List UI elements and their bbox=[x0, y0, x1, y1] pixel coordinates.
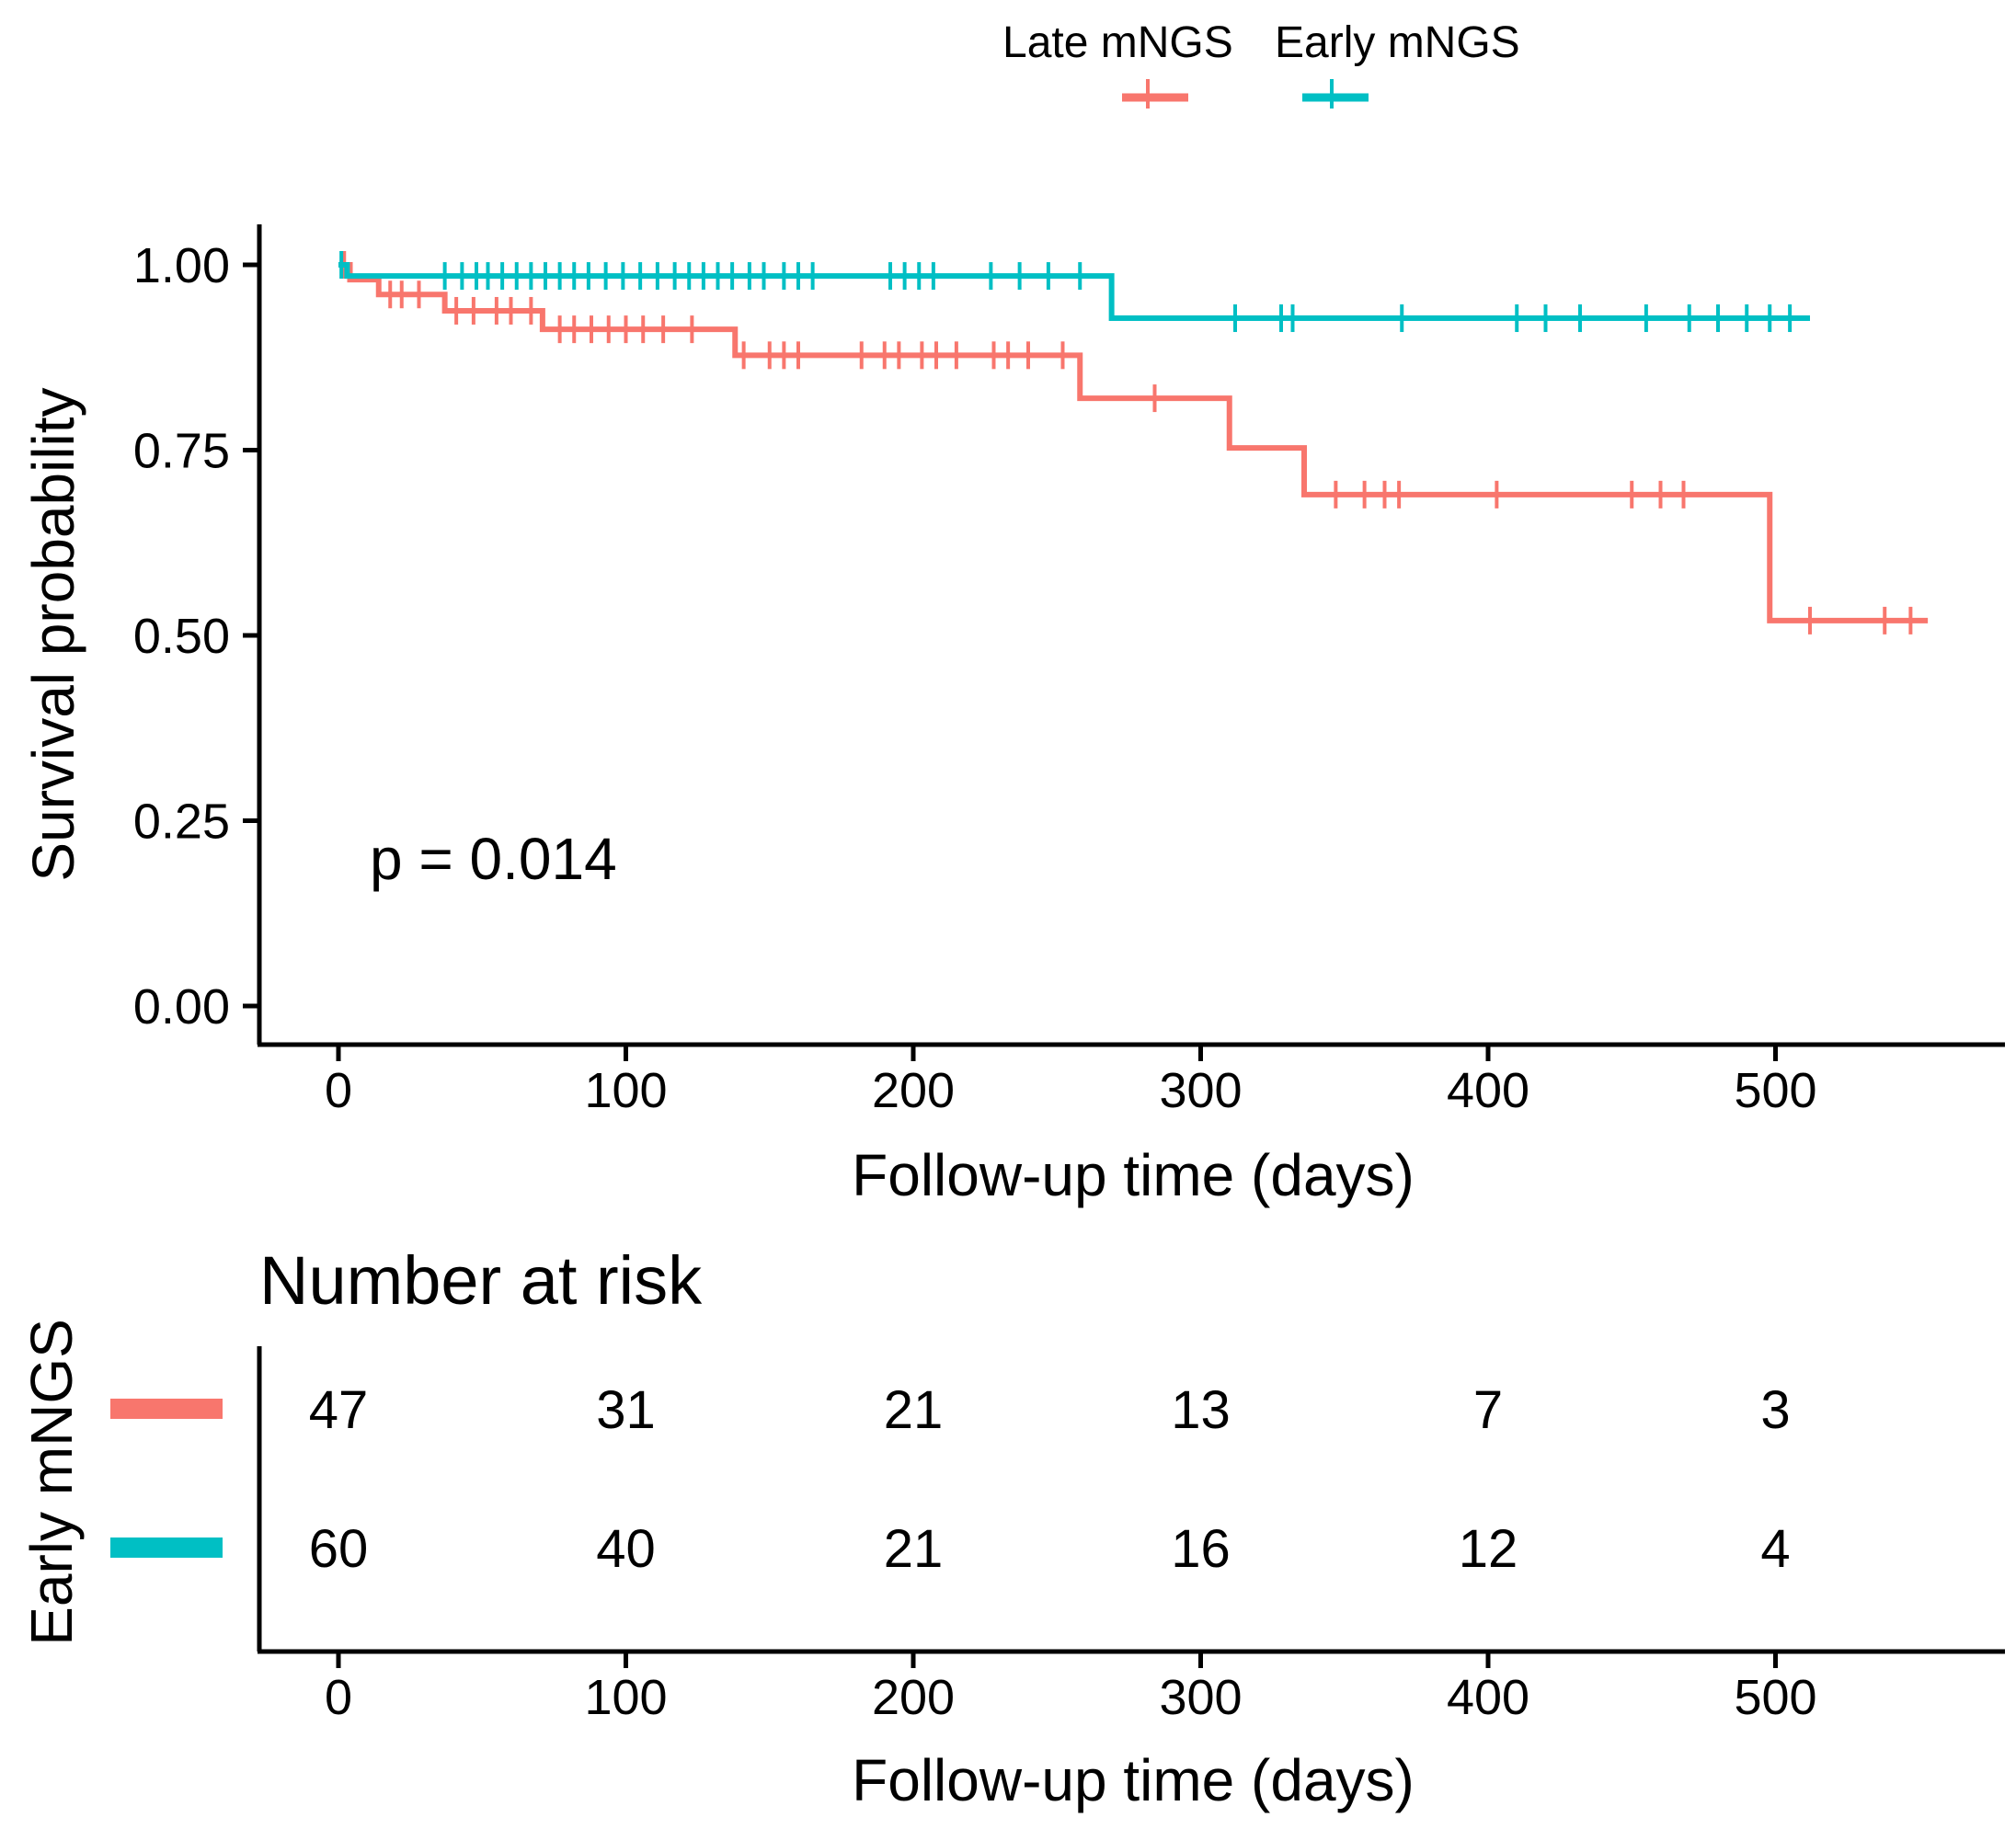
x-axis-ticks: 0 100 200 300 400 500 bbox=[325, 1045, 1817, 1118]
y-tick-label: 0.25 bbox=[133, 794, 230, 850]
risk-table-title: Number at risk bbox=[259, 1242, 703, 1319]
risk-x-tick-label: 400 bbox=[1447, 1670, 1529, 1725]
legend: Late mNGS Early mNGS bbox=[1002, 18, 1520, 109]
risk-x-tick-label: 500 bbox=[1734, 1670, 1816, 1725]
risk-strata-keys bbox=[110, 1399, 223, 1558]
y-axis-ticks: 0.00 0.25 0.50 0.75 1.00 bbox=[133, 238, 259, 1035]
y-tick-label: 0.50 bbox=[133, 609, 230, 664]
legend-key-late-mngs bbox=[1122, 79, 1188, 109]
y-tick-label: 1.00 bbox=[133, 238, 230, 293]
x-tick-label: 100 bbox=[584, 1063, 667, 1118]
y-tick-label: 0.75 bbox=[133, 424, 230, 479]
y-axis-title: Survival probability bbox=[20, 387, 86, 881]
risk-count: 7 bbox=[1473, 1380, 1503, 1440]
y-tick-label: 0.00 bbox=[133, 979, 230, 1035]
risk-count: 31 bbox=[596, 1380, 656, 1440]
x-tick-label: 400 bbox=[1447, 1063, 1529, 1118]
risk-count: 40 bbox=[596, 1519, 656, 1579]
legend-label-late-mngs: Late mNGS bbox=[1002, 18, 1233, 67]
risk-count: 13 bbox=[1171, 1380, 1231, 1440]
risk-count: 60 bbox=[309, 1519, 369, 1579]
x-axis-title: Follow-up time (days) bbox=[852, 1142, 1415, 1208]
risk-table: Number at risk Early mNGS 47 31 21 13 7 360 40… bbox=[18, 1242, 2005, 1813]
risk-x-tick-label: 200 bbox=[872, 1670, 955, 1725]
risk-x-tick-label: 300 bbox=[1159, 1670, 1242, 1725]
risk-count: 12 bbox=[1459, 1519, 1518, 1579]
risk-x-tick-label: 0 bbox=[325, 1670, 352, 1725]
risk-count: 21 bbox=[884, 1380, 944, 1440]
risk-count: 3 bbox=[1760, 1380, 1790, 1440]
risk-x-axis-title: Follow-up time (days) bbox=[852, 1747, 1415, 1813]
risk-count: 21 bbox=[884, 1519, 944, 1579]
legend-key-early-mngs bbox=[1302, 79, 1369, 109]
risk-count: 47 bbox=[309, 1380, 369, 1440]
risk-count: 4 bbox=[1760, 1519, 1790, 1579]
legend-label-early-mngs: Early mNGS bbox=[1275, 18, 1520, 67]
x-tick-label: 200 bbox=[872, 1063, 955, 1118]
survival-curve-late-mngs bbox=[338, 262, 1929, 623]
p-value-annotation: p = 0.014 bbox=[370, 826, 617, 892]
risk-counts: 47 31 21 13 7 3 60 40 21 16 12 4 bbox=[309, 1380, 1791, 1579]
survival-curves bbox=[338, 251, 1929, 634]
x-tick-label: 500 bbox=[1734, 1063, 1816, 1118]
risk-x-tick-label: 100 bbox=[584, 1670, 667, 1725]
risk-strata-label: Early mNGS bbox=[18, 1319, 85, 1646]
risk-x-axis-ticks: 0 100 200 300 400 500 bbox=[325, 1652, 1817, 1725]
survival-plot: 0.00 0.25 0.50 0.75 1.00 0 100 200 300 400 500 p … bbox=[20, 224, 2005, 1208]
x-tick-label: 300 bbox=[1159, 1063, 1242, 1118]
survival-curve-early-mngs bbox=[338, 262, 1810, 322]
risk-count: 16 bbox=[1171, 1519, 1231, 1579]
x-tick-label: 0 bbox=[325, 1063, 352, 1118]
